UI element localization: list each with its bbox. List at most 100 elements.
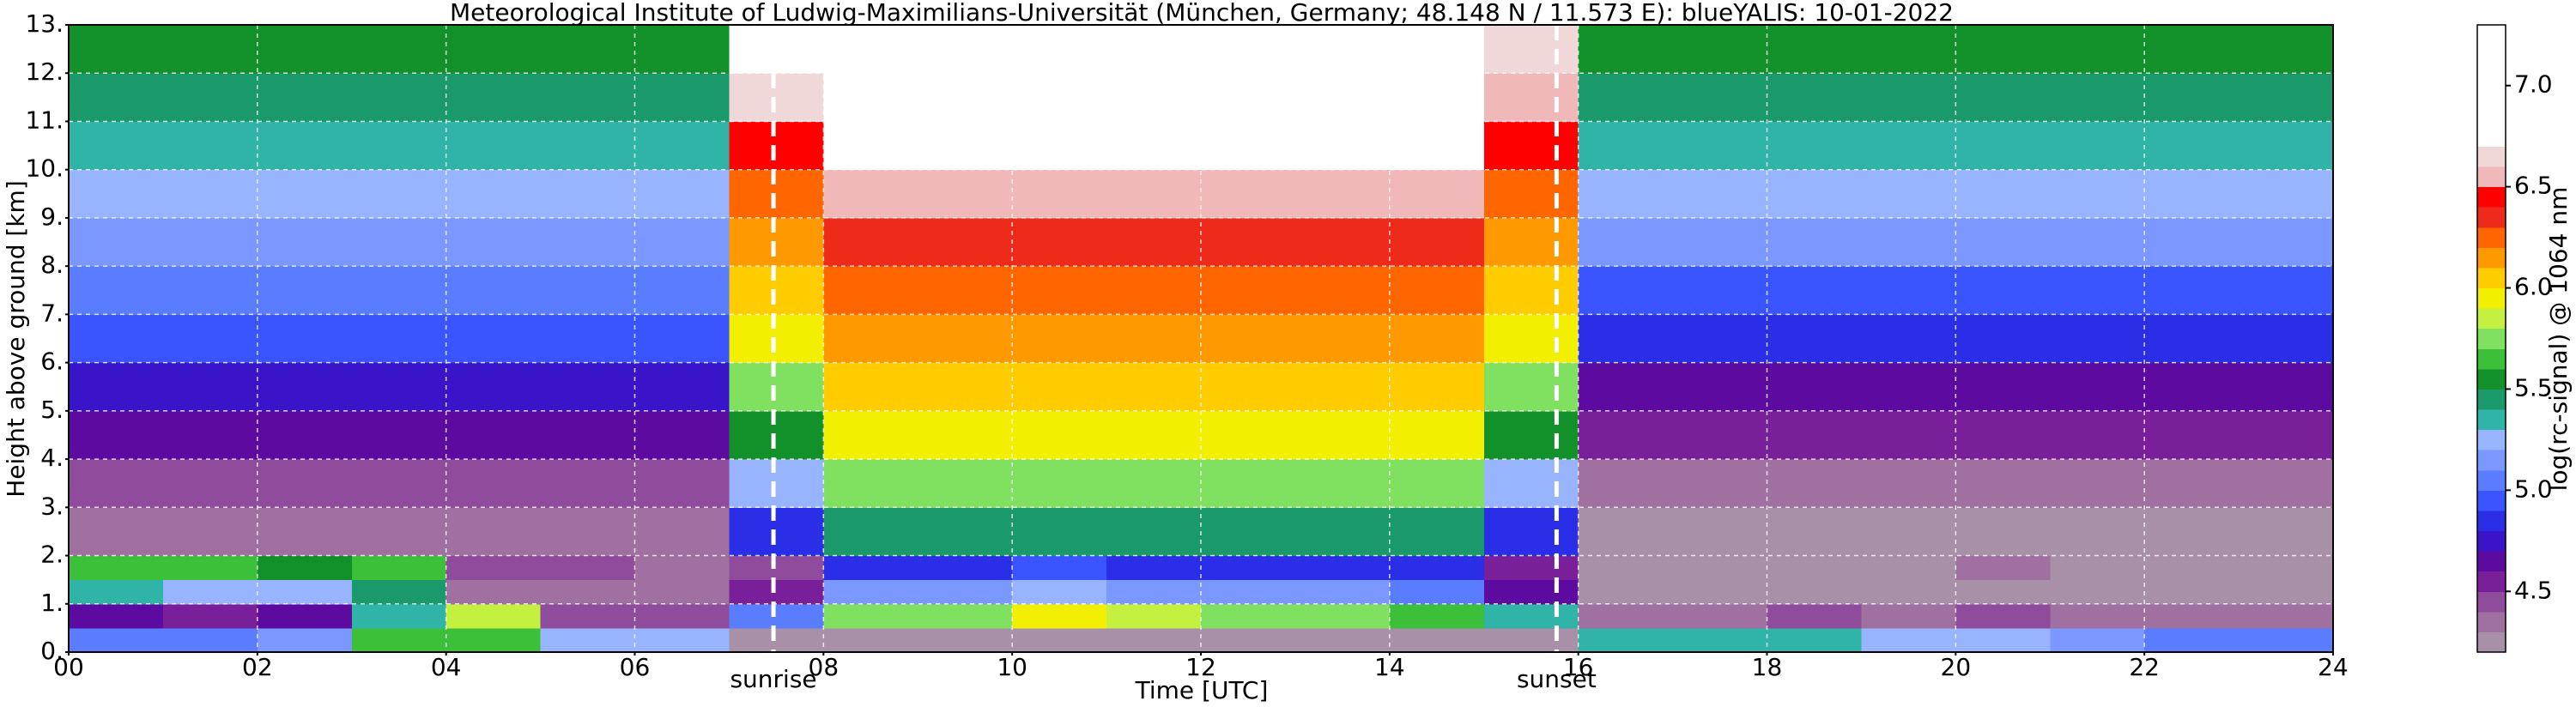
colorbar-tick-label: 4.5 [2514, 576, 2553, 604]
y-tick-label: 13. [25, 9, 64, 38]
heat-cell [918, 266, 1013, 315]
x-tick-label: 14 [1374, 653, 1405, 681]
heat-cell [1672, 410, 1767, 460]
heat-cell [2239, 314, 2334, 364]
heat-cell [1012, 507, 1107, 557]
colorbar-swatch [2477, 510, 2506, 532]
heat-cell [162, 362, 258, 412]
colorbar-swatch [2477, 409, 2506, 431]
heat-cell [729, 169, 824, 219]
y-tick-label: 6. [40, 347, 64, 376]
heat-cell [445, 73, 542, 122]
heat-cell [162, 121, 258, 171]
heat-cell [1012, 362, 1107, 412]
heat-cell [1861, 507, 1956, 557]
heat-cell [2050, 507, 2145, 557]
heat-cell [257, 266, 353, 315]
heat-cell [634, 362, 730, 412]
heat-cell [2239, 603, 2334, 629]
heat-cell [1106, 410, 1202, 460]
colorbar-swatch [2477, 65, 2506, 87]
heat-cell [2050, 314, 2145, 364]
colorbar-swatch [2477, 287, 2506, 309]
heat-cell [634, 169, 730, 219]
heat-cell [2050, 410, 2145, 460]
heat-cell [257, 121, 353, 171]
heat-cell [1294, 314, 1391, 364]
heat-cell [351, 603, 447, 629]
heat-cell [2239, 169, 2334, 219]
heat-cell [823, 217, 918, 267]
heat-cell [2050, 627, 2145, 653]
heat-cell [918, 362, 1013, 412]
heat-cell [162, 266, 258, 315]
heat-cell [540, 314, 635, 364]
heat-cell [1483, 627, 1579, 653]
heat-cell [257, 507, 353, 557]
heat-cell [1578, 603, 1674, 629]
heat-cell [351, 410, 447, 460]
heat-cell [1861, 73, 1956, 122]
heat-cell [1578, 169, 1674, 219]
x-tick-label: 00 [53, 653, 84, 681]
heat-cell [445, 627, 542, 653]
heat-cell [1861, 555, 1956, 581]
heat-cell [69, 121, 164, 171]
heat-cell [2144, 121, 2240, 171]
heat-cell [1012, 627, 1107, 653]
heat-cell [69, 459, 164, 508]
heat-cell [1955, 410, 2051, 460]
heat-cell [1012, 579, 1107, 605]
colorbar-swatch [2477, 450, 2506, 471]
heat-cell [1389, 507, 1485, 557]
heat-cell [1483, 459, 1579, 508]
colorbar-swatch [2477, 308, 2506, 329]
heat-cell [540, 603, 635, 629]
heat-cell [1106, 314, 1202, 364]
heat-cell [445, 121, 542, 171]
heat-cell [1294, 266, 1391, 315]
heat-cell [540, 362, 635, 412]
heat-cell [1578, 627, 1674, 653]
colorbar-swatch [2477, 631, 2506, 653]
heat-cell [351, 121, 447, 171]
heat-cell [1201, 73, 1296, 122]
heat-cell [1955, 555, 2051, 581]
heat-cell [1578, 555, 1674, 581]
heat-cell [634, 459, 730, 508]
heat-cell [2144, 25, 2240, 74]
x-tick-label: 10 [997, 653, 1027, 681]
heat-cell [257, 314, 353, 364]
heat-cell [634, 266, 730, 315]
heat-cell [823, 266, 918, 315]
heat-cell [1861, 121, 1956, 171]
heat-cell [1955, 603, 2051, 629]
y-tick-label: 1. [40, 589, 64, 617]
colorbar-tick-label: 6.0 [2514, 273, 2553, 301]
heat-cell [2239, 579, 2334, 605]
heat-cell [351, 169, 447, 219]
heat-cell [1767, 362, 1862, 412]
y-tick-label: 2. [40, 541, 64, 569]
y-tick-label: 11. [25, 106, 64, 134]
heat-cell [2239, 25, 2334, 74]
heat-cell [1106, 217, 1202, 267]
heat-cell [1389, 627, 1485, 653]
heat-cell [2050, 121, 2145, 171]
heat-cell [69, 410, 164, 460]
heat-cell [1012, 410, 1107, 460]
colorbar-label: log(rc-signal) @ 1064 nm [2544, 187, 2573, 492]
heat-cell [918, 603, 1013, 629]
heat-cell [729, 555, 824, 581]
heat-cell [918, 169, 1013, 219]
colorbar-swatch [2477, 429, 2506, 450]
heat-cell [634, 627, 730, 653]
heat-cell [445, 266, 542, 315]
colorbar-swatch [2477, 469, 2506, 491]
heat-cell [540, 627, 635, 653]
heat-cell [1483, 362, 1579, 412]
heat-cell [1294, 362, 1391, 412]
heat-cell [1201, 217, 1296, 267]
heat-cell [1861, 579, 1956, 605]
heat-cell [2144, 73, 2240, 122]
